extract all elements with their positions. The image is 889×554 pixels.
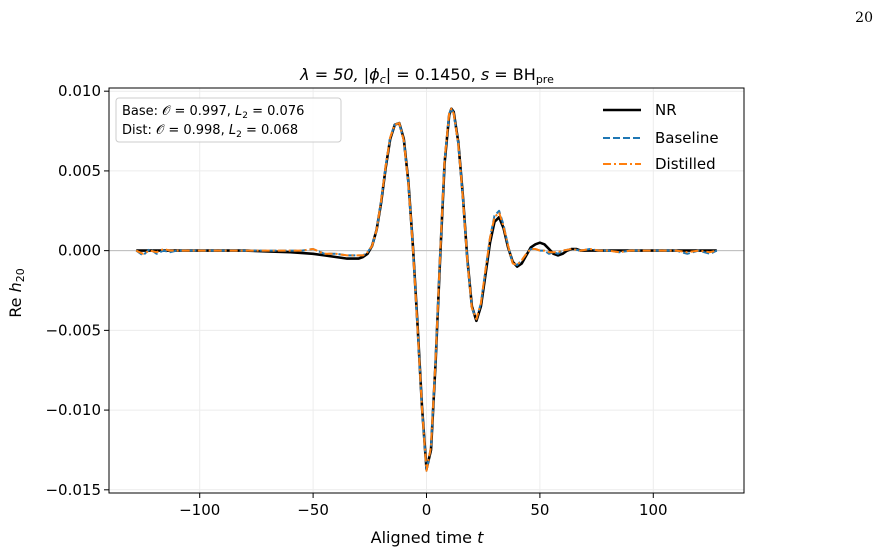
x-tick-label: −100 (179, 501, 220, 519)
y-axis-label: Re h20 (6, 268, 27, 317)
annotation-line-base: Base: 𝒪 = 0.997, L2 = 0.076 (122, 104, 304, 121)
legend: NR Baseline Distilled (603, 101, 719, 173)
y-tick-label: 0.005 (58, 162, 101, 180)
y-tick-label: −0.015 (45, 481, 101, 499)
y-tick-label: 0.010 (58, 82, 101, 100)
metrics-annotation-box: Base: 𝒪 = 0.997, L2 = 0.076 Dist: 𝒪 = 0.… (115, 97, 342, 143)
y-tick-label: 0.000 (58, 242, 101, 260)
x-tick-label: 100 (639, 501, 668, 519)
legend-label-distilled: Distilled (655, 155, 716, 173)
series-layer (135, 107, 718, 472)
x-tick-label: 0 (422, 501, 432, 519)
y-tick-label: −0.005 (45, 321, 101, 339)
x-tick-label: −50 (297, 501, 329, 519)
annotation-line-dist: Dist: 𝒪 = 0.998, L2 = 0.068 (122, 123, 298, 140)
x-axis-label: Aligned time t (371, 528, 484, 547)
x-tick-label: 50 (530, 501, 549, 519)
chart-title: λ = 50, |ϕc| = 0.1450, s = BHpre (299, 65, 554, 86)
series-line-distilled (135, 107, 718, 472)
legend-label-nr: NR (655, 101, 677, 119)
y-tick-label: −0.010 (45, 401, 101, 419)
legend-label-baseline: Baseline (655, 129, 719, 147)
grid (109, 88, 744, 493)
axis-ticks: −100 −50 0 50 100 0.010 0.005 0.000 −0.005 −0.010… (45, 82, 667, 519)
page-number: 20 (855, 10, 873, 26)
